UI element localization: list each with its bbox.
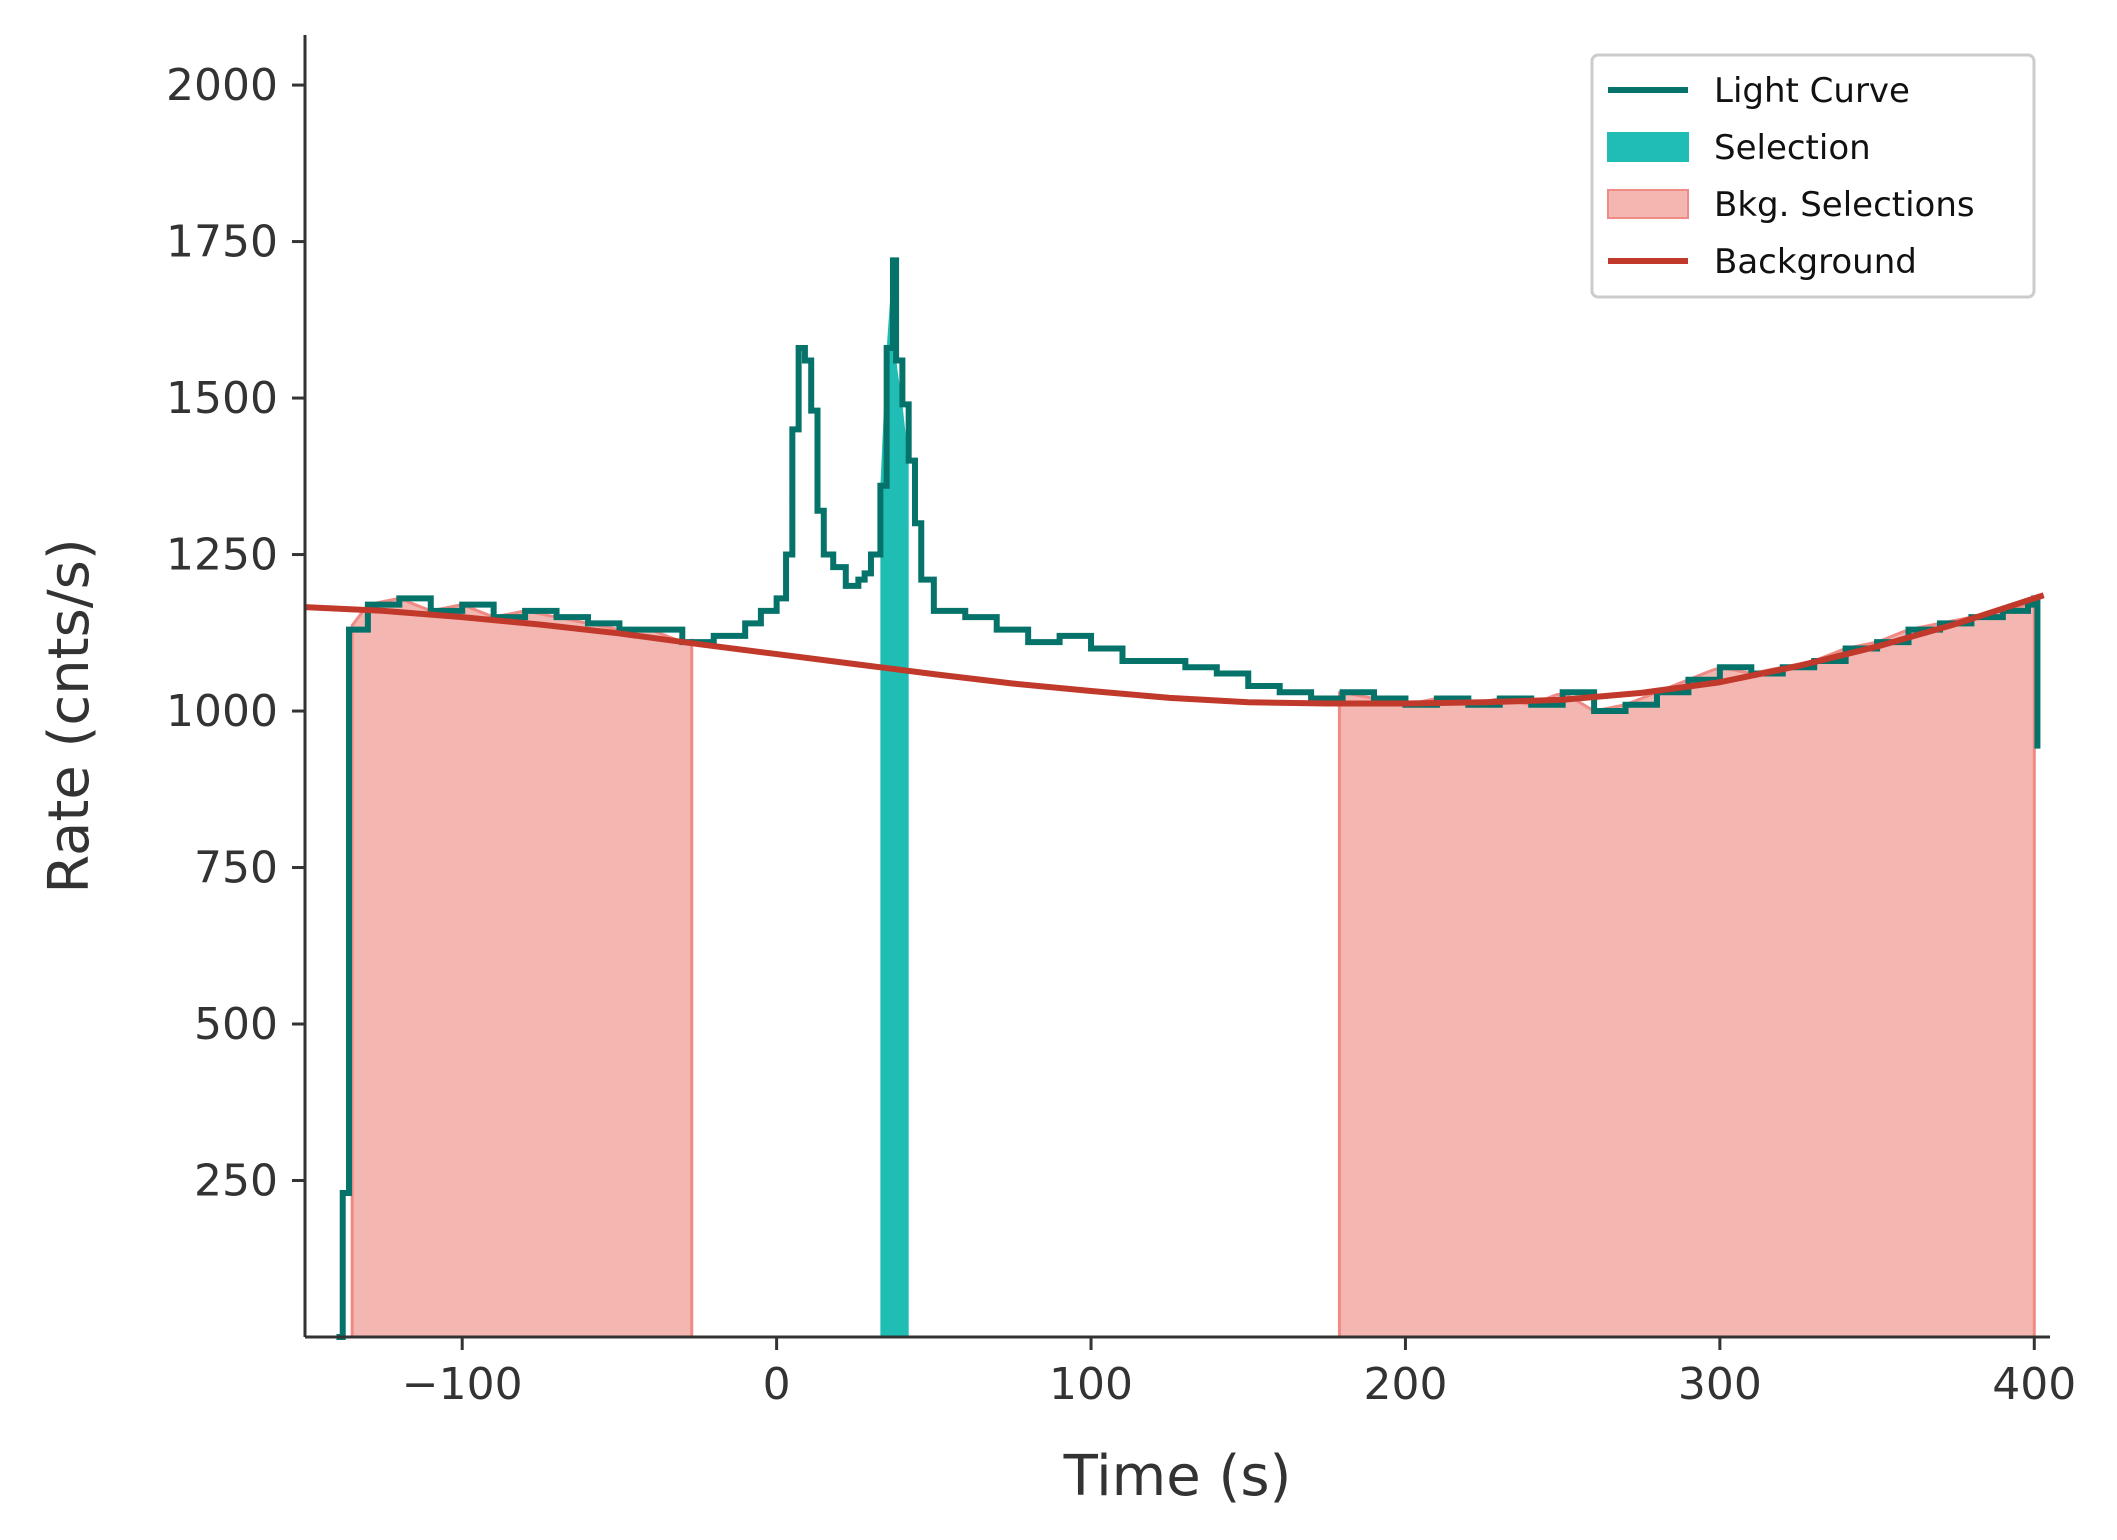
x-tick-label: 300	[1678, 1359, 1762, 1410]
legend-label: Bkg. Selections	[1714, 185, 1975, 225]
legend-label: Selection	[1714, 128, 1871, 168]
selection-layer	[880, 265, 909, 1337]
bkg-selection-2	[1337, 595, 2036, 1339]
legend-label: Background	[1714, 242, 1917, 282]
legend-swatch-patch	[1607, 132, 1689, 162]
x-axis-label: Time (s)	[1063, 1444, 1292, 1509]
legend-label: Light Curve	[1714, 71, 1910, 111]
legend-item: Background	[1608, 242, 1917, 282]
x-tick-label: 200	[1363, 1359, 1447, 1410]
x-tick-label: 400	[1992, 1359, 2076, 1410]
x-tick-label: 100	[1049, 1359, 1133, 1410]
x-tick-label: −100	[402, 1359, 523, 1410]
y-axis-label: Rate (cnts/s)	[37, 538, 102, 893]
y-tick-label: 750	[194, 843, 278, 894]
legend: Light Curve Selection Bkg. Selections Backg…	[1590, 53, 2036, 299]
background-layer	[304, 592, 2045, 707]
y-tick-label: 250	[194, 1156, 278, 1207]
legend-box	[1590, 53, 2036, 299]
axes: −100 0 100 200 300 400 250 500 750 1000 1250 1500 17…	[166, 35, 2076, 1410]
bkg-selections-layer	[350, 595, 2036, 1339]
y-tick-label: 2000	[166, 60, 278, 111]
y-tick-label: 1500	[166, 373, 278, 424]
background-line	[304, 592, 2045, 707]
bkg-selection-1	[350, 596, 694, 1339]
legend-item: Light Curve	[1608, 71, 1910, 111]
x-tick-label: 0	[763, 1359, 791, 1410]
legend-item: Selection	[1607, 128, 1871, 168]
source-selection	[880, 265, 909, 1337]
legend-swatch-patch	[1607, 189, 1689, 219]
y-tick-label: 500	[194, 999, 278, 1050]
y-tick-label: 1000	[166, 686, 278, 737]
legend-item: Bkg. Selections	[1607, 185, 1975, 225]
y-tick-label: 1250	[166, 530, 278, 581]
y-tick-label: 1750	[166, 217, 278, 268]
